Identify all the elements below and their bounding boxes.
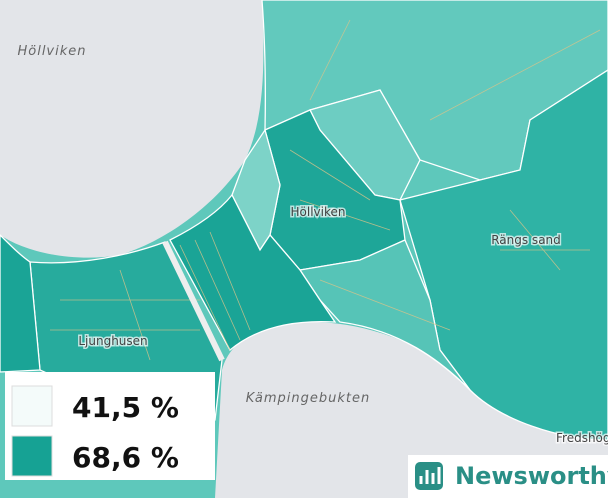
- legend-swatch: [11, 385, 53, 427]
- districts: [0, 0, 608, 441]
- place-label: Fredshög: [556, 431, 608, 445]
- district: [0, 234, 41, 373]
- legend-label: 41,5 %: [72, 391, 179, 424]
- roads: [50, 19, 601, 361]
- water-label: Höllviken: [17, 44, 86, 59]
- place-label: Höllviken: [291, 205, 346, 219]
- place-label: Ljunghusen: [78, 334, 147, 348]
- legend-swatch: [11, 435, 53, 477]
- logo: Newsworthy: [408, 455, 608, 498]
- legend: 41,5 % 68,6 %: [5, 372, 215, 480]
- logo-text: Newsworthy: [455, 462, 608, 490]
- place-label: Rängs sand: [491, 233, 561, 247]
- road-bridge: [162, 240, 225, 362]
- logo-bars: [419, 467, 441, 484]
- legend-label: 68,6 %: [72, 441, 179, 474]
- district: [298, 239, 471, 391]
- water-label: Kämpingebukten: [246, 391, 370, 406]
- district: [399, 69, 608, 441]
